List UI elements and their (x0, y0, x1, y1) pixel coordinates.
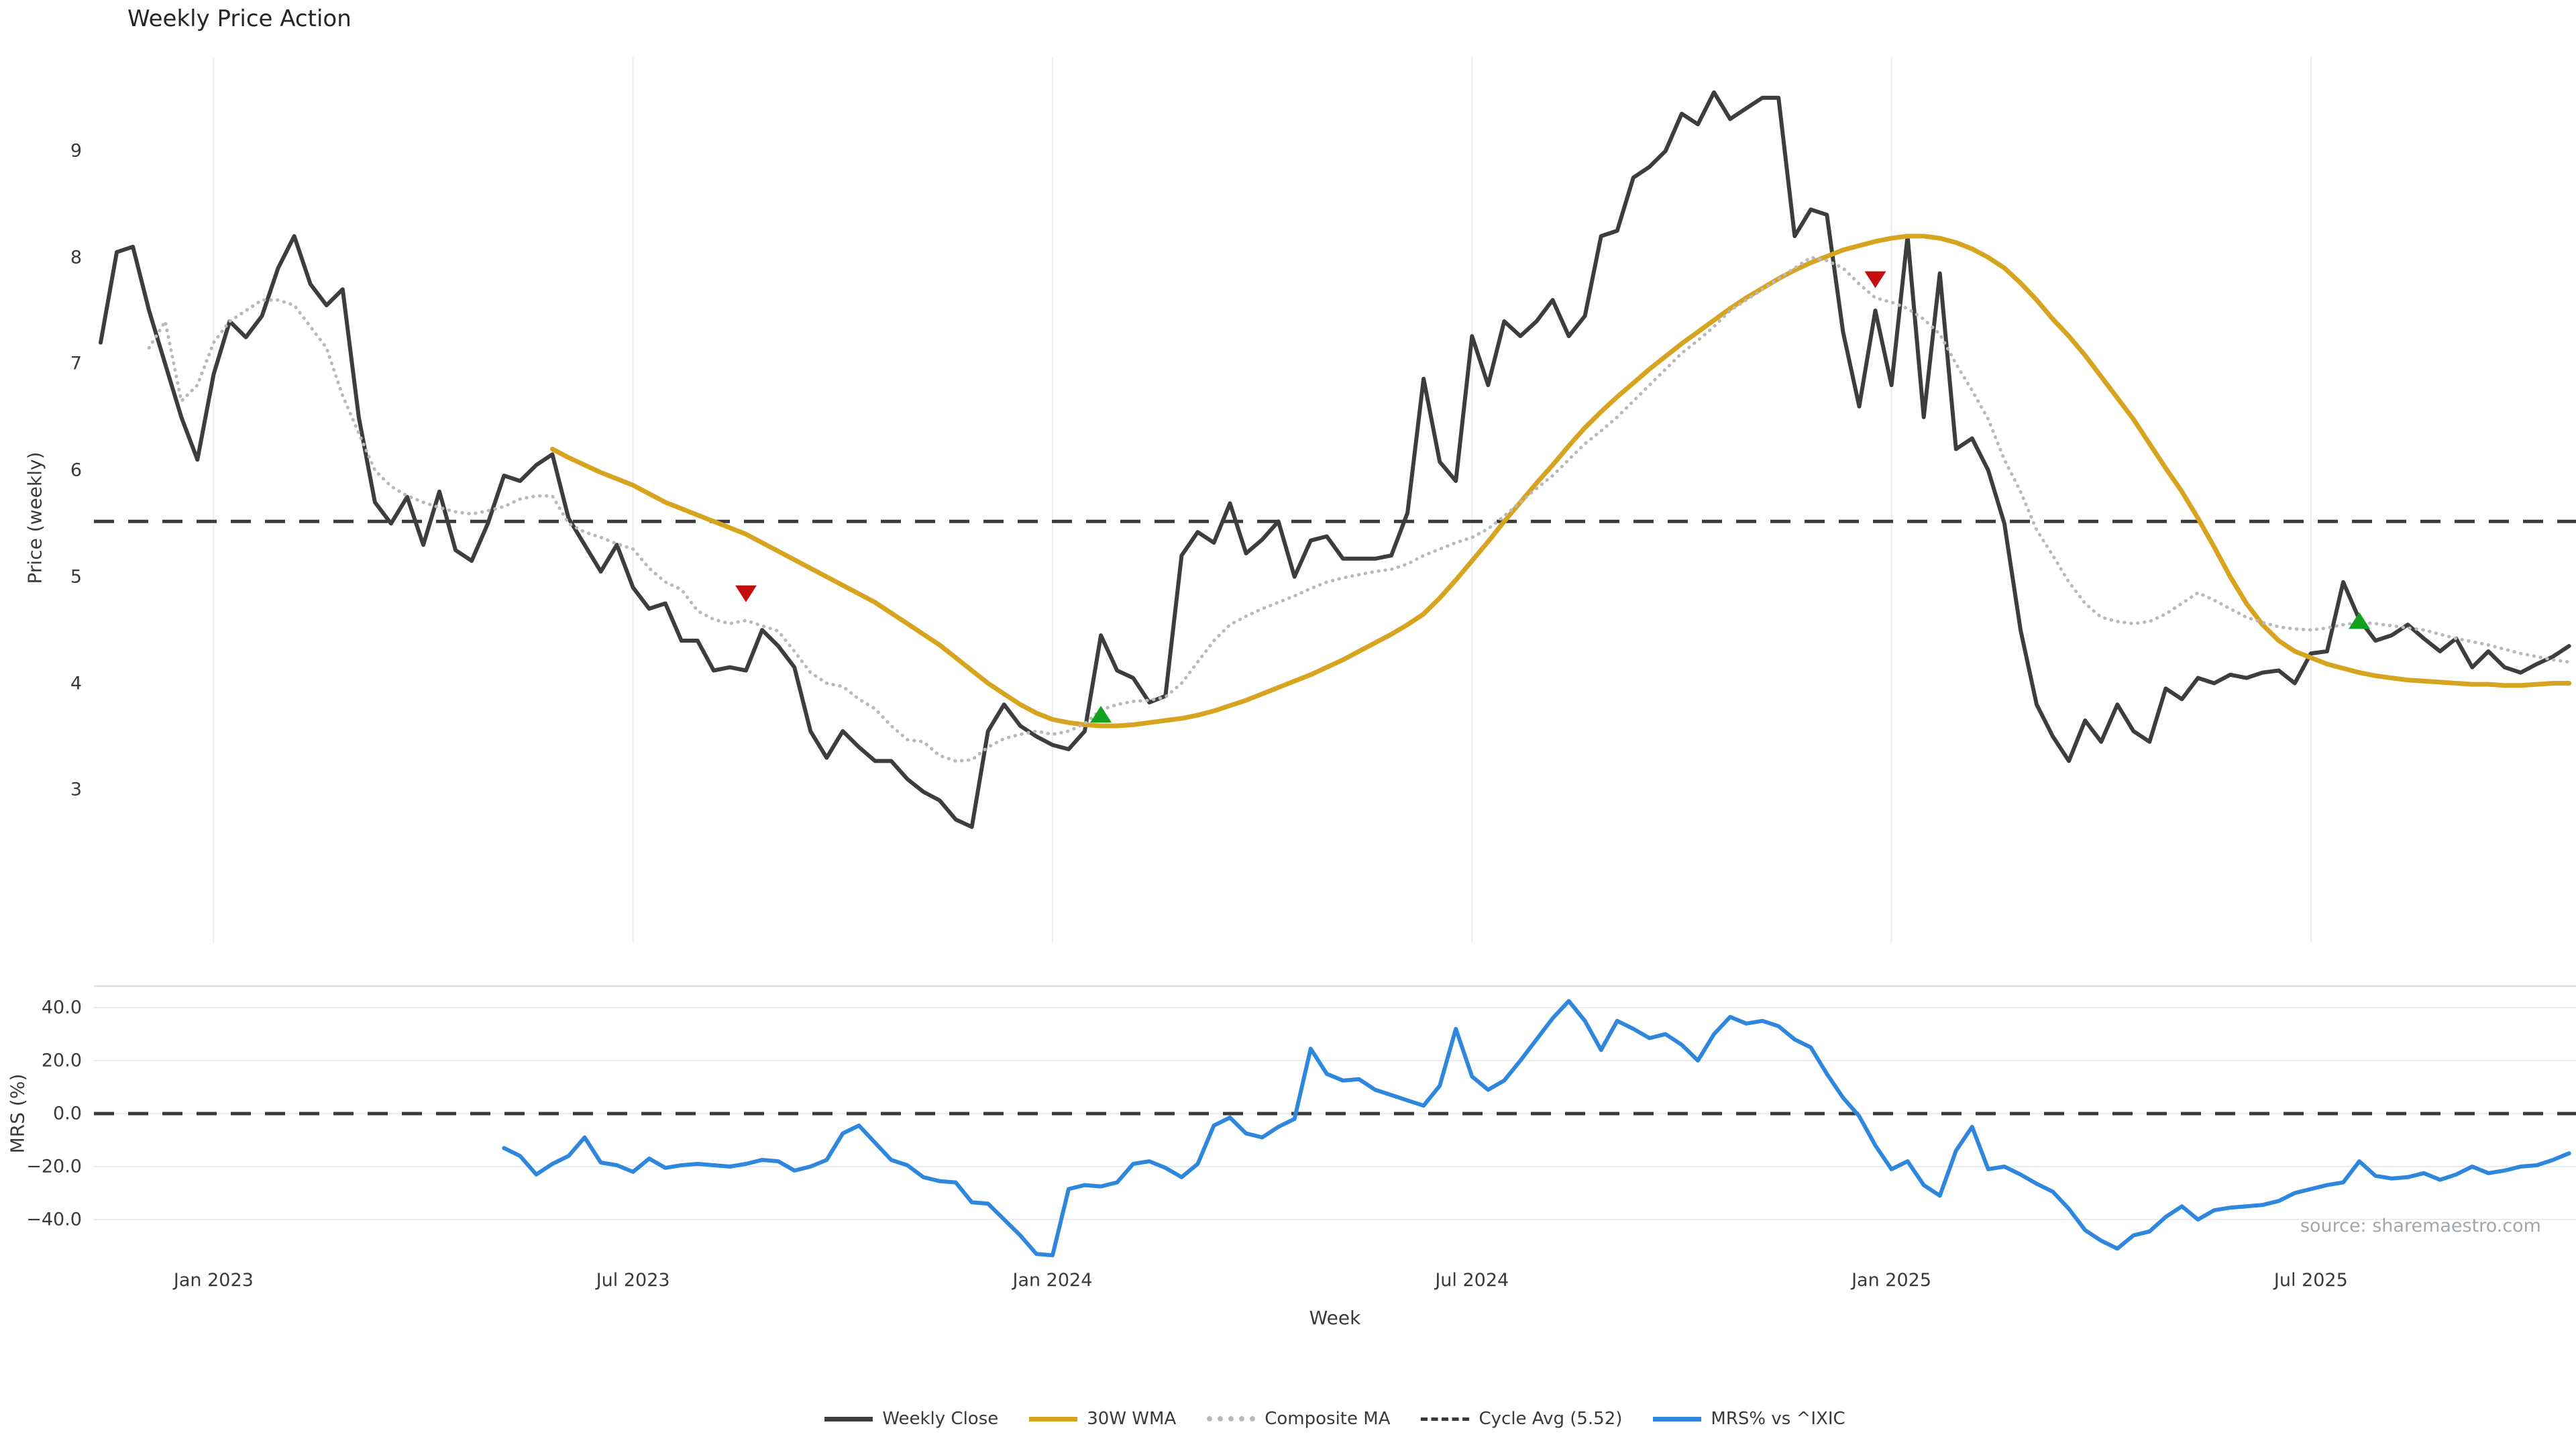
legend-label: Cycle Avg (5.52) (1479, 1409, 1623, 1429)
gridlines (94, 57, 2576, 1220)
legend: Weekly Close 30W WMA Composite MA Cycle … (94, 1409, 2576, 1429)
x-tick-label: Jan 2023 (173, 1270, 254, 1291)
legend-label: MRS% vs ^IXIC (1711, 1409, 1845, 1429)
price-tick-label: 4 (70, 673, 82, 694)
sell-signal-marker (1864, 271, 1886, 288)
composite-ma-line (147, 256, 2571, 763)
reference-lines (94, 519, 2576, 1116)
sell-signal-marker (735, 585, 757, 602)
price-tick-label: 9 (70, 140, 82, 162)
x-tick-label: Jul 2025 (2273, 1270, 2348, 1291)
legend-label: 30W WMA (1087, 1409, 1177, 1429)
weekly-close-line (99, 90, 2571, 829)
legend-label: Composite MA (1265, 1409, 1391, 1429)
cycle-avg-line-swatch (1421, 1417, 1470, 1421)
legend-item-mrs: MRS% vs ^IXIC (1653, 1409, 1845, 1429)
x-tick-label: Jul 2023 (596, 1270, 670, 1291)
signal-markers (735, 271, 2370, 723)
x-tick-label: Jan 2025 (1851, 1270, 1932, 1291)
series-lines (99, 90, 2572, 1258)
price-tick-label: 5 (70, 566, 82, 588)
mrs-tick-label: 20.0 (41, 1050, 82, 1071)
mrs-axis-label: MRS (%) (6, 1073, 29, 1154)
x-axis-label: Week (1309, 1307, 1361, 1329)
mrs-tick-label: −20.0 (26, 1156, 82, 1177)
mrs-vs-ixic-line (502, 999, 2571, 1258)
x-tick-label: Jan 2024 (1012, 1270, 1093, 1291)
price-tick-label: 3 (70, 779, 82, 800)
source-credit: source: sharemaestro.com (2300, 1216, 2541, 1236)
legend-item-cycle-avg: Cycle Avg (5.52) (1421, 1409, 1622, 1429)
composite-line-swatch (1207, 1416, 1256, 1421)
buy-signal-marker (1090, 706, 1112, 723)
legend-label: Weekly Close (882, 1409, 999, 1429)
mrs-line-swatch (1653, 1416, 1702, 1421)
legend-item-weekly-close: Weekly Close (824, 1409, 998, 1429)
x-tick-label: Jul 2024 (1435, 1270, 1509, 1291)
weekly-close-line-swatch (824, 1416, 873, 1421)
legend-item-composite-ma: Composite MA (1207, 1409, 1390, 1429)
price-tick-label: 7 (70, 353, 82, 374)
wma-line-swatch (1029, 1416, 1078, 1421)
price-axis-label: Price (weekly) (23, 451, 46, 584)
mrs-tick-label: −40.0 (26, 1209, 82, 1230)
price-tick-label: 8 (70, 247, 82, 268)
legend-item-30w-wma: 30W WMA (1029, 1409, 1176, 1429)
mrs-tick-label: 40.0 (41, 997, 82, 1018)
price-tick-label: 6 (70, 460, 82, 481)
30w-wma-line (549, 233, 2572, 729)
chart-title: Weekly Price Action (127, 5, 352, 32)
mrs-tick-label: 0.0 (53, 1103, 82, 1124)
buy-signal-marker (2349, 612, 2370, 629)
